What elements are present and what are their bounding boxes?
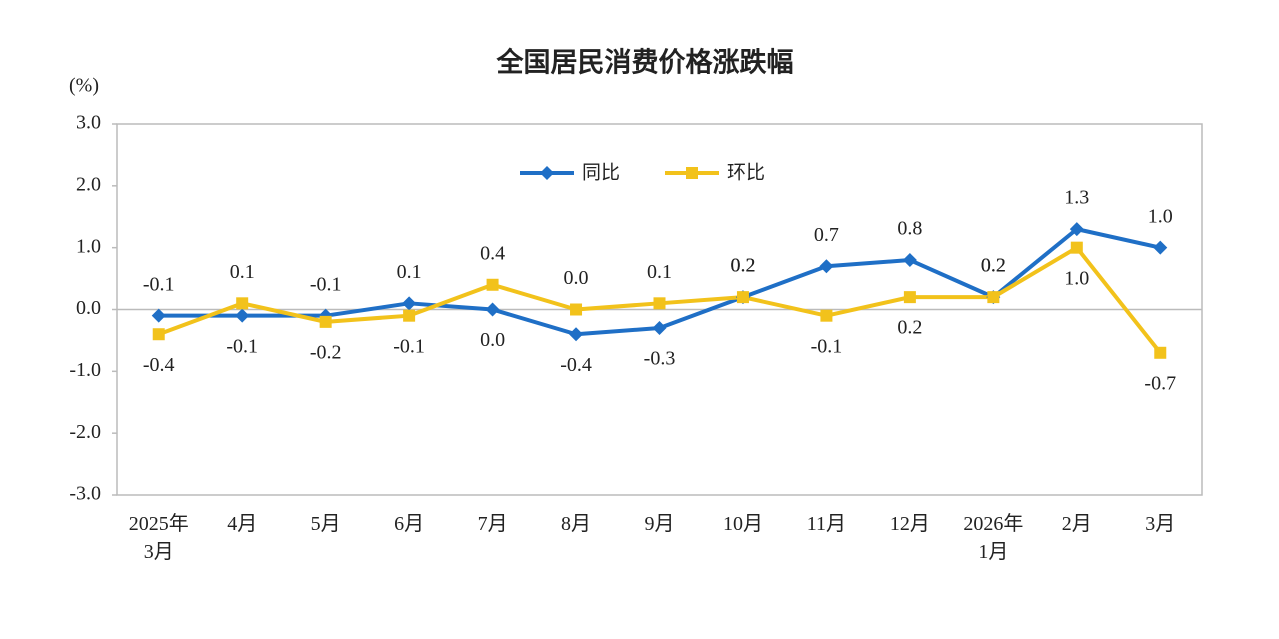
point <box>403 309 416 322</box>
point <box>653 297 666 310</box>
point <box>319 315 332 328</box>
x-tick-label: 2026年 1月 <box>963 512 1023 563</box>
y-tick-label: -1.0 <box>69 359 101 381</box>
point <box>236 297 249 310</box>
legend-marker <box>686 167 698 179</box>
data-label: 0.2 <box>981 255 1006 277</box>
point <box>736 291 749 304</box>
y-axis-unit: (%) <box>69 75 99 97</box>
data-label: 0.4 <box>480 242 505 264</box>
x-tick-label: 12月 <box>890 513 930 535</box>
data-label: 0.1 <box>230 261 255 283</box>
point <box>570 303 583 316</box>
point <box>486 278 499 291</box>
data-label: -0.1 <box>226 335 258 357</box>
x-tick-label: 11月 <box>807 513 846 535</box>
x-tick-label: 9月 <box>645 513 675 535</box>
point <box>235 308 250 323</box>
point <box>151 308 166 323</box>
point <box>820 309 833 322</box>
point <box>569 327 584 342</box>
data-label: -0.1 <box>393 335 425 357</box>
point <box>652 321 667 336</box>
data-label: -0.1 <box>811 335 843 357</box>
data-label: 0.8 <box>897 218 922 240</box>
x-tick-label: 7月 <box>478 513 508 535</box>
legend-label: 同比 <box>582 162 620 184</box>
y-tick-label: 2.0 <box>76 173 101 195</box>
data-label: 1.3 <box>1064 187 1089 209</box>
y-tick-label: 0.0 <box>76 297 101 319</box>
data-label: 0.2 <box>730 255 755 277</box>
data-label: 0.1 <box>397 261 422 283</box>
data-label: -0.3 <box>644 348 676 370</box>
chart-title: 全国居民消费价格涨跌幅 <box>496 47 794 79</box>
data-label: -0.2 <box>310 341 342 363</box>
data-label: 1.0 <box>1064 267 1089 289</box>
legend-marker <box>540 166 554 180</box>
data-label: -0.7 <box>1144 372 1176 394</box>
data-label: -0.1 <box>310 273 342 295</box>
point <box>402 296 417 311</box>
y-tick-label: 3.0 <box>76 112 101 134</box>
point <box>819 259 834 274</box>
x-tick-label: 6月 <box>394 513 424 535</box>
data-label: 1.0 <box>1148 205 1173 227</box>
point <box>1070 241 1083 254</box>
point <box>987 291 1000 304</box>
y-tick-label: -3.0 <box>69 483 101 505</box>
data-label: 0.0 <box>564 267 589 289</box>
y-tick-label: 1.0 <box>76 235 101 257</box>
data-label: -0.1 <box>143 273 175 295</box>
data-label: 0.2 <box>730 255 755 277</box>
point <box>485 302 500 317</box>
x-tick-label: 10月 <box>723 513 763 535</box>
point <box>1154 346 1167 359</box>
data-label: 0.7 <box>814 224 839 246</box>
x-tick-label: 8月 <box>561 513 591 535</box>
point <box>903 291 916 304</box>
point <box>1069 222 1084 237</box>
legend-item: 环比 <box>665 162 765 184</box>
data-label: 0.2 <box>981 255 1006 277</box>
point <box>902 253 917 268</box>
x-tick-label: 3月 <box>1145 513 1175 535</box>
x-tick-label: 2月 <box>1062 513 1092 535</box>
data-label: 0.0 <box>480 329 505 351</box>
data-label: -0.4 <box>143 354 175 376</box>
x-tick-label: 4月 <box>227 513 257 535</box>
point <box>1153 240 1168 255</box>
x-tick-label: 5月 <box>311 513 341 535</box>
legend-label: 环比 <box>727 162 765 184</box>
legend-item: 同比 <box>520 162 620 184</box>
x-tick-label: 2025年 3月 <box>129 512 189 563</box>
data-label: 0.2 <box>897 317 922 339</box>
data-label: -0.4 <box>560 354 592 376</box>
y-tick-label: -2.0 <box>69 421 101 443</box>
data-label: 0.1 <box>647 261 672 283</box>
point <box>152 328 165 341</box>
